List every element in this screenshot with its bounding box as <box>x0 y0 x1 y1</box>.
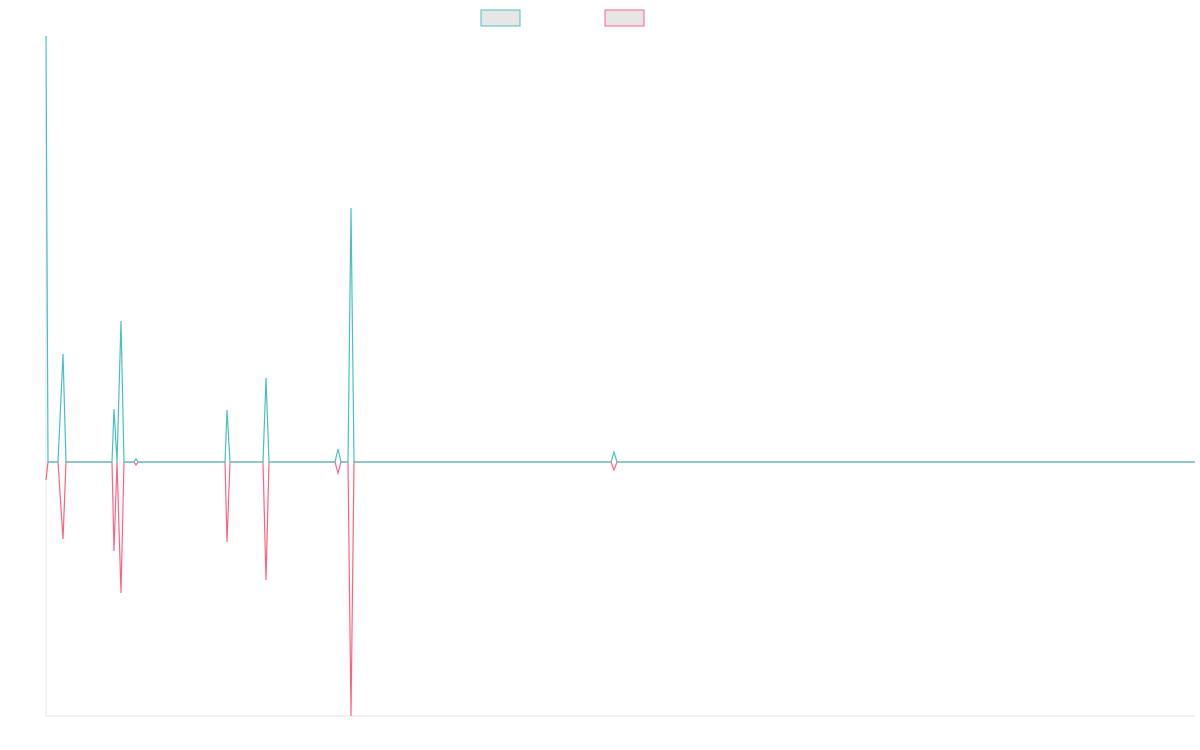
legend-swatch <box>604 9 645 27</box>
line-series <box>45 461 1195 717</box>
line-series <box>45 35 1195 463</box>
legend-swatch <box>480 9 521 27</box>
